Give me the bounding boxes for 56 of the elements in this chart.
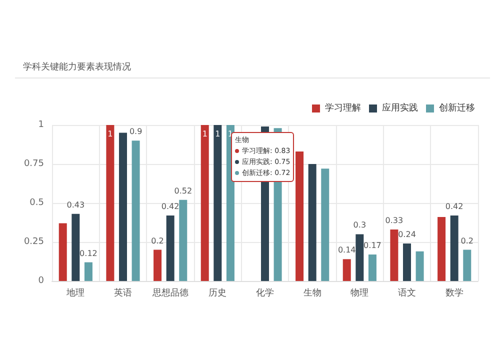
- data-label: 0.2: [151, 236, 164, 246]
- y-tick-label: 0: [38, 276, 44, 286]
- x-tick-label: 思想品德: [151, 288, 188, 298]
- bar: [308, 164, 316, 281]
- y-tick-label: 0.5: [30, 198, 44, 208]
- x-tick-label: 化学: [256, 288, 274, 298]
- data-label: 0.24: [398, 230, 416, 240]
- data-label: 1: [108, 130, 113, 138]
- x-tick-label: 物理: [350, 288, 369, 298]
- data-label: 0.14: [338, 246, 356, 255]
- legend-label: 应用实践: [382, 102, 418, 114]
- bar: [438, 217, 446, 281]
- x-tick-label: 语文: [398, 288, 416, 298]
- bar: [179, 200, 188, 281]
- bar: [154, 250, 162, 281]
- bar: [463, 250, 472, 281]
- data-label: 0.3: [353, 220, 366, 230]
- bar: [106, 125, 114, 281]
- x-tick-label: 数学: [445, 288, 464, 298]
- bar: [84, 262, 92, 281]
- data-label: 0.17: [364, 240, 382, 250]
- data-label: 0.52: [174, 186, 192, 196]
- bar: [321, 168, 330, 281]
- bar: [342, 259, 351, 281]
- data-label: 0.42: [161, 202, 180, 211]
- data-label: 0.2: [460, 236, 474, 246]
- data-label: 0.33: [385, 216, 404, 226]
- bar: [166, 215, 174, 281]
- y-tick-label: 0.25: [24, 237, 44, 247]
- legend-label: 学习理解: [325, 102, 361, 114]
- x-tick-label: 地理: [66, 288, 85, 298]
- bar: [72, 214, 80, 281]
- data-label: 0.9: [129, 127, 142, 136]
- x-tick-label: 英语: [114, 288, 132, 298]
- data-label: 0.43: [66, 200, 85, 210]
- bar: [214, 125, 222, 281]
- data-label: 1: [202, 130, 208, 138]
- bar: [403, 244, 411, 281]
- y-tick-label: 0.75: [24, 159, 44, 169]
- y-tick-label: 1: [38, 120, 44, 130]
- legend-label: 创新迁移: [439, 102, 475, 114]
- data-label: 0.12: [80, 248, 98, 258]
- bar: [132, 140, 140, 281]
- bar: [416, 251, 424, 281]
- data-label: 1: [215, 130, 220, 138]
- data-label: 0.42: [445, 202, 464, 211]
- x-tick-label: 历史: [208, 288, 227, 298]
- x-tick-label: 生物: [303, 288, 322, 298]
- bar: [356, 234, 364, 281]
- chart-title: 学科关键能力要素表现情况: [23, 62, 131, 72]
- bar: [390, 230, 398, 281]
- bar: [450, 215, 458, 281]
- bar: [200, 125, 209, 281]
- bar: [58, 223, 67, 281]
- bar: [368, 254, 376, 281]
- bar: [119, 132, 127, 281]
